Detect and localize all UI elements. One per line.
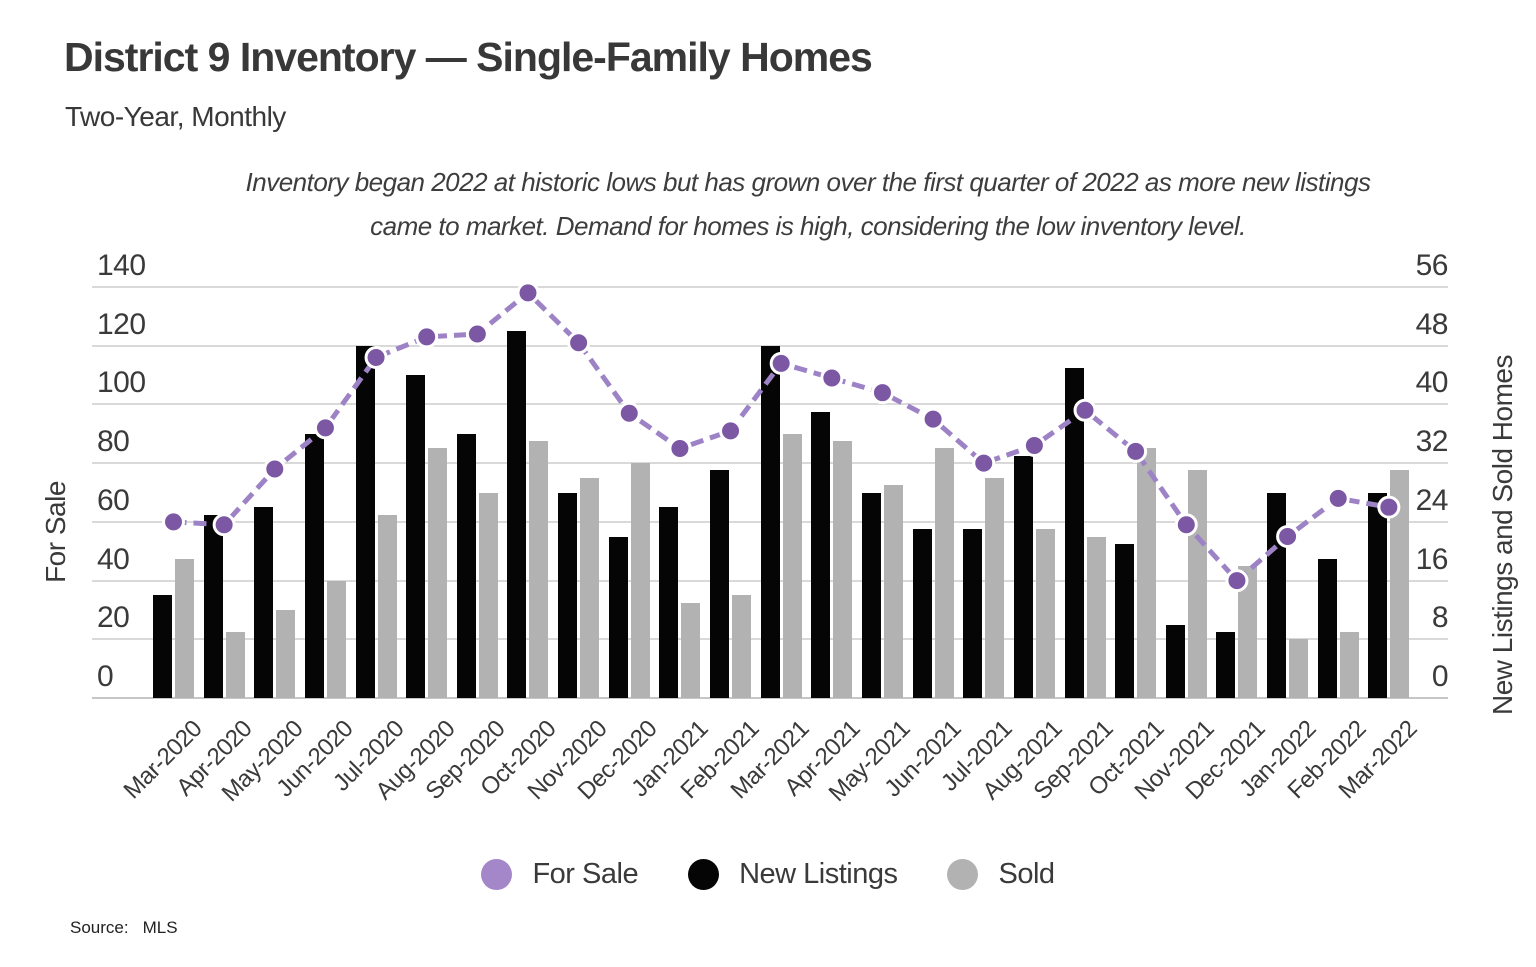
bar-sold — [326, 580, 346, 698]
bar-new-listings — [1165, 624, 1185, 698]
for-sale-data-point — [1326, 486, 1350, 510]
right-axis-tick-label: 32 — [1415, 425, 1449, 459]
chart-annotation: Inventory began 2022 at historic lows bu… — [80, 160, 1536, 248]
bar-new-listings — [254, 507, 274, 698]
right-axis-tick-label: 16 — [1415, 542, 1449, 576]
bar-sold — [1086, 536, 1106, 698]
bar-new-listings — [861, 492, 881, 698]
legend-item-new-listings: New Listings — [688, 858, 898, 891]
bar-new-listings — [659, 507, 679, 698]
bar-sold — [883, 485, 903, 698]
bar-new-listings — [1317, 558, 1337, 698]
chart-subtitle: Two-Year, Monthly — [65, 101, 286, 132]
for-sale-data-point — [567, 331, 591, 355]
gridline — [92, 286, 1448, 288]
source-label: Source: — [70, 918, 129, 937]
left-axis-tick-label: 80 — [97, 425, 130, 459]
left-axis-tick-label: 0 — [97, 660, 114, 693]
page-title: District 9 Inventory — Single-Family Hom… — [64, 34, 873, 80]
legend-item-sold: Sold — [947, 858, 1055, 891]
for-sale-data-point — [921, 407, 945, 431]
bar-new-listings — [406, 375, 426, 698]
bar-sold — [1187, 470, 1207, 698]
bar-new-listings — [558, 492, 578, 698]
for-sale-data-point — [820, 366, 844, 390]
bar-new-listings — [1064, 367, 1084, 698]
bar-new-listings — [1267, 492, 1287, 698]
bar-sold — [1035, 529, 1055, 698]
legend-item-for-sale: For Sale — [481, 858, 639, 891]
sold-swatch-icon — [947, 859, 979, 890]
bar-sold — [681, 602, 701, 698]
bar-sold — [1289, 639, 1309, 698]
for-sale-data-point — [617, 401, 641, 425]
bar-new-listings — [203, 514, 223, 698]
source-note: Source: MLS — [70, 918, 178, 938]
bar-sold — [1137, 448, 1157, 698]
bar-sold — [529, 441, 549, 698]
left-axis-tick-label: 120 — [97, 307, 146, 341]
bar-sold — [934, 448, 954, 698]
for-sale-data-point — [719, 419, 743, 443]
bar-sold — [175, 558, 194, 698]
bar-sold — [782, 433, 802, 698]
bar-new-listings — [912, 529, 932, 698]
bar-sold — [225, 631, 245, 698]
bar-sold — [1339, 631, 1359, 698]
left-axis-tick-label: 60 — [97, 483, 130, 517]
bar-sold — [630, 463, 650, 698]
new-listings-swatch-icon — [688, 859, 720, 890]
right-axis-tick-label: 24 — [1415, 483, 1449, 517]
bar-new-listings — [153, 595, 172, 698]
source-value: MLS — [142, 918, 178, 937]
bar-sold — [428, 448, 448, 698]
left-axis-tick-label: 140 — [97, 249, 146, 282]
left-axis-tick-label: 20 — [97, 601, 130, 635]
bar-sold — [377, 514, 397, 698]
bar-sold — [985, 477, 1005, 698]
bar-new-listings — [355, 345, 375, 698]
for-sale-data-point — [668, 436, 692, 460]
bar-new-listings — [760, 345, 780, 698]
bar-sold — [580, 477, 600, 698]
right-axis-title: New Listings and Sold Homes — [1487, 355, 1518, 716]
bar-new-listings — [456, 433, 476, 698]
left-axis-tick-label: 40 — [97, 542, 130, 576]
right-axis-tick-label: 56 — [1415, 249, 1449, 282]
bar-sold — [732, 595, 752, 698]
annotation-line-1: Inventory began 2022 at historic lows bu… — [245, 167, 1371, 197]
for-sale-data-point — [465, 322, 489, 346]
right-axis-tick-label: 0 — [1431, 660, 1449, 693]
bar-new-listings — [507, 331, 527, 698]
bar-new-listings — [1216, 631, 1236, 698]
for-sale-data-point — [870, 381, 894, 405]
bar-sold — [1390, 470, 1410, 698]
gridline — [92, 697, 1448, 699]
right-axis-tick-label: 48 — [1415, 307, 1449, 341]
bar-sold — [833, 441, 853, 698]
bar-sold — [276, 609, 296, 698]
chart-legend: For Sale New Listings Sold — [0, 858, 1536, 891]
for-sale-data-point — [1022, 434, 1046, 458]
bar-new-listings — [1368, 492, 1388, 698]
annotation-line-2: came to market. Demand for homes is high… — [370, 211, 1246, 241]
for-sale-swatch-icon — [481, 859, 513, 890]
legend-label: For Sale — [532, 858, 639, 890]
legend-label: New Listings — [739, 858, 898, 890]
left-axis-title: For Sale — [40, 481, 71, 583]
bar-new-listings — [304, 433, 324, 698]
bar-new-listings — [608, 536, 628, 698]
bar-new-listings — [1115, 543, 1135, 698]
bar-new-listings — [1013, 455, 1033, 698]
bar-new-listings — [811, 411, 831, 698]
bar-sold — [1238, 565, 1258, 698]
bar-sold — [478, 492, 498, 698]
right-axis-tick-label: 8 — [1431, 601, 1449, 635]
left-axis-tick-label: 100 — [97, 366, 146, 400]
right-axis-tick-label: 40 — [1415, 366, 1449, 400]
legend-label: Sold — [998, 858, 1055, 890]
bar-new-listings — [963, 529, 983, 698]
bar-new-listings — [710, 470, 730, 698]
